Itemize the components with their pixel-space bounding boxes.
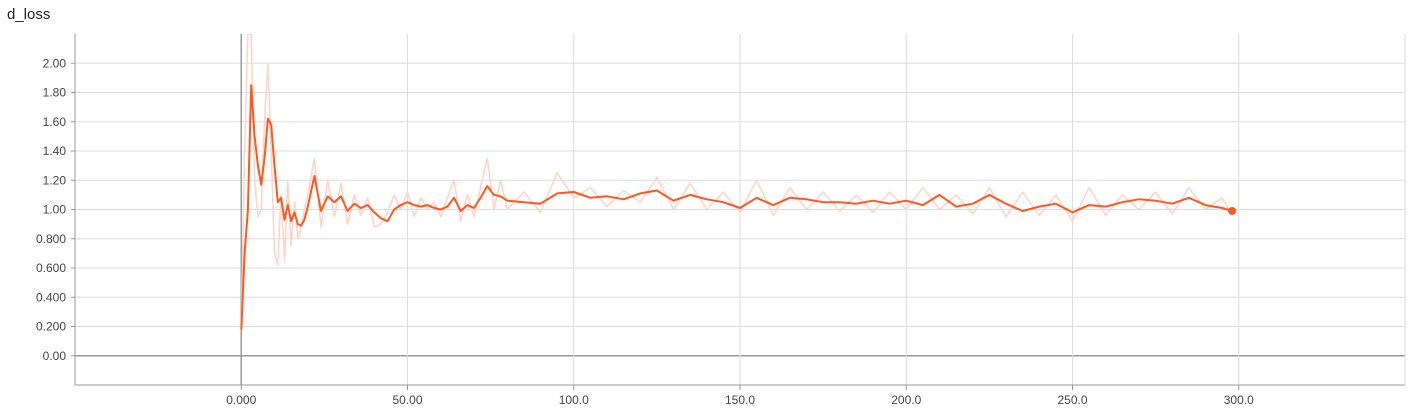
x-tick-label: 100.0 [559, 393, 589, 407]
x-tick-label: 50.00 [392, 393, 422, 407]
y-tick-label: 1.00 [43, 203, 67, 217]
y-tick-label: 1.80 [43, 86, 67, 100]
y-tick-labels: 0.00 0.200 0.400 0.600 0.800 1.00 1.20 1.40 1.60… [36, 56, 66, 363]
y-tick-label: 0.600 [36, 261, 66, 275]
x-tick-label: 300.0 [1224, 393, 1254, 407]
raw-series-group [240, 34, 1233, 330]
y-tick-label: 0.800 [36, 232, 66, 246]
smoothed-series-line [240, 84, 1233, 330]
y-tick-label: 0.200 [36, 320, 66, 334]
x-tick-label: 0.000 [226, 393, 256, 407]
x-tick-label: 250.0 [1057, 393, 1087, 407]
axes [71, 34, 1406, 390]
y-tick-label: 1.60 [43, 115, 67, 129]
raw-series-line [240, 34, 1233, 330]
smoothed-series-group [240, 84, 1237, 330]
x-tick-label: 200.0 [891, 393, 921, 407]
chart-title: d_loss [7, 6, 51, 23]
y-tick-label: 1.40 [43, 144, 67, 158]
y-tick-label: 0.400 [36, 290, 66, 304]
y-tick-label: 0.00 [43, 349, 67, 363]
y-tick-label: 2.00 [43, 56, 67, 70]
y-tick-label: 1.20 [43, 173, 67, 187]
last-point-marker [1228, 206, 1237, 215]
x-tick-label: 150.0 [725, 393, 755, 407]
x-tick-labels: 0.000 50.00 100.0 150.0 200.0 250.0 300.0 [226, 393, 1254, 407]
